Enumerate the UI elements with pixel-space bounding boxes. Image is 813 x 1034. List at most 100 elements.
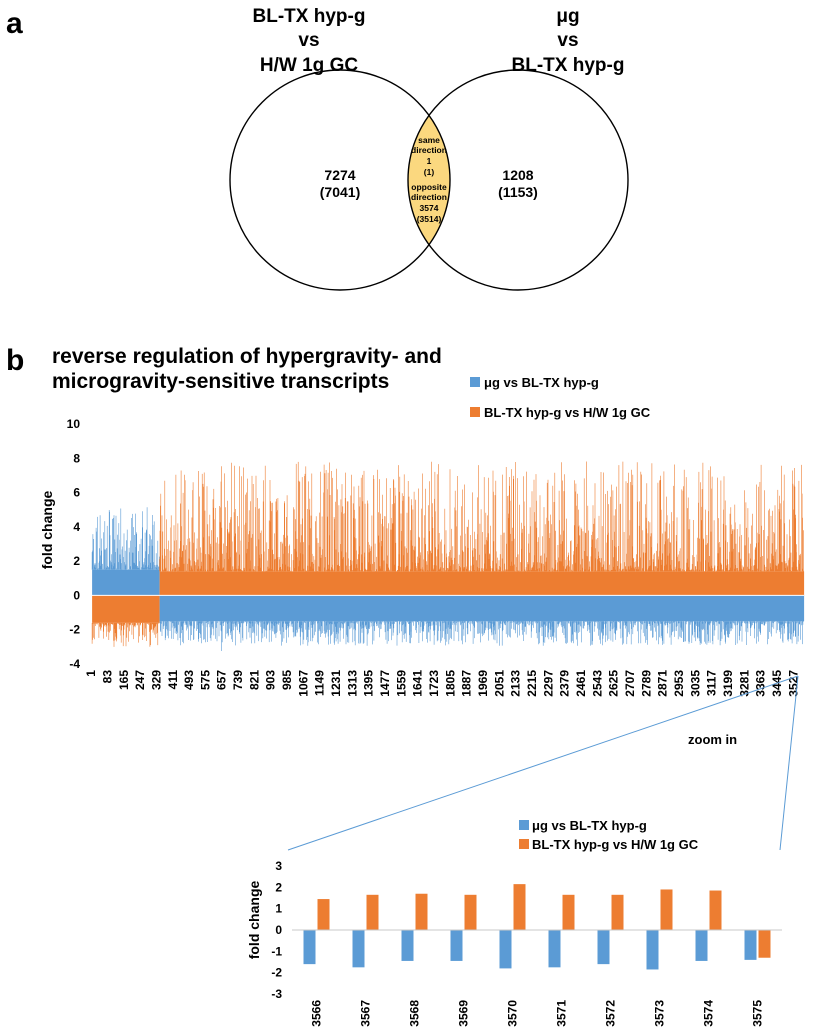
overlap-line-4: (1) — [424, 167, 435, 177]
main-x-tick-label: 3117 — [705, 670, 719, 696]
main-x-tick-label: 575 — [198, 670, 212, 690]
overlap-line-3: 1 — [427, 156, 432, 166]
zoom-chart-bars — [292, 884, 782, 970]
legend-label-ug: μg vs BL-TX hyp-g — [484, 375, 599, 390]
main-y-tick-label: 4 — [73, 520, 80, 534]
main-x-ticks: 1 83 165 247 329 411 493 575 657 739 821 903 985 1067… — [84, 670, 800, 697]
zoom-bar-bltx-3569 — [464, 894, 477, 930]
main-x-tick-label: 83 — [100, 670, 114, 684]
zoom-x-tick-label: 3570 — [506, 1000, 520, 1027]
main-x-tick-label: 1313 — [345, 670, 359, 697]
zoom-bar-bltx-3566 — [317, 899, 330, 930]
segment-1-up-band — [159, 571, 805, 596]
zoom-y-tick-label: 0 — [275, 923, 282, 937]
main-chart-legend: μg vs BL-TX hyp-g BL-TX hyp-g vs H/W 1g … — [470, 375, 651, 420]
main-x-tick-label: 329 — [149, 670, 163, 690]
main-x-tick-label: 2379 — [558, 670, 572, 697]
main-x-tick-label: 821 — [247, 670, 261, 690]
zoom-x-ticks: 3566 3567 3568 3569 3570 3571 3572 3573 3574 3575 — [310, 1000, 765, 1027]
zoom-connector-left — [287, 675, 799, 851]
segment-0-up-band — [92, 569, 160, 596]
zoom-bar-ug-3569 — [450, 930, 463, 961]
main-x-tick-label: 1805 — [443, 670, 457, 697]
segment-0-down-spikes — [91, 622, 160, 647]
zoom-y-axis-label: fold change — [246, 881, 262, 960]
zoom-legend-label-bltx: BL-TX hyp-g vs H/W 1g GC — [532, 837, 699, 852]
main-x-tick-label: 411 — [166, 670, 180, 690]
main-x-tick-label: 1969 — [476, 670, 490, 697]
venn-right-circle — [407, 69, 629, 291]
zoom-x-tick-label: 3572 — [604, 1000, 618, 1027]
main-x-tick-label: 2297 — [541, 670, 555, 697]
main-x-tick-label: 1149 — [313, 670, 327, 696]
venn-right-count-paren: (1153) — [498, 184, 538, 200]
zoom-bar-ug-3575 — [744, 930, 757, 960]
main-x-tick-label: 1 — [84, 670, 98, 677]
zoom-x-tick-label: 3568 — [408, 1000, 422, 1027]
venn-left-title: BL-TX hyp-g vs H/W 1g GC — [253, 6, 366, 76]
zoom-y-tick-label: 3 — [275, 859, 282, 873]
main-chart-bars — [91, 461, 805, 651]
main-x-tick-label: 2215 — [525, 670, 539, 697]
zoom-bar-bltx-3570 — [513, 884, 526, 930]
legend-swatch-ug — [470, 377, 480, 387]
main-x-tick-label: 493 — [182, 670, 196, 690]
main-x-tick-label: 985 — [280, 670, 294, 690]
zoom-y-tick-label: -2 — [271, 966, 282, 980]
zoom-bar-ug-3573 — [646, 930, 659, 970]
main-y-tick-label: 2 — [73, 554, 80, 568]
zoom-y-tick-label: -1 — [271, 944, 282, 958]
zoom-bar-ug-3567 — [352, 930, 365, 968]
main-x-tick-label: 903 — [264, 670, 278, 690]
main-x-tick-label: 2953 — [672, 670, 686, 697]
zoom-x-tick-label: 3567 — [359, 1000, 373, 1027]
venn-overlap-text: same direction 1 (1) opposite direction … — [411, 135, 447, 224]
zoom-bar-bltx-3571 — [562, 894, 575, 930]
main-x-tick-label: 2461 — [574, 670, 588, 697]
main-x-tick-label: 247 — [133, 670, 147, 690]
overlap-line-5: opposite — [411, 182, 447, 192]
main-y-tick-label: 0 — [73, 588, 80, 602]
zoom-bar-ug-3570 — [499, 930, 512, 969]
segment-1-down-spikes — [159, 621, 804, 651]
venn-right-title-line-2: vs — [557, 30, 578, 51]
main-x-tick-label: 165 — [117, 670, 131, 690]
segment-1-down-band — [159, 595, 805, 622]
zoom-x-tick-label: 3566 — [310, 1000, 324, 1027]
main-x-tick-label: 2051 — [492, 670, 506, 697]
main-x-tick-label: 2707 — [623, 670, 637, 697]
main-x-tick-label: 3199 — [721, 670, 735, 697]
main-x-tick-label: 1067 — [296, 670, 310, 697]
zoom-bar-ug-3574 — [695, 930, 708, 961]
panel-a-letter: a — [6, 7, 23, 40]
main-x-tick-label: 3527 — [786, 670, 800, 697]
venn-left-count: 7274 — [324, 167, 355, 183]
venn-right-title: μg vs BL-TX hyp-g — [512, 6, 625, 76]
zoom-bar-ug-3571 — [548, 930, 561, 968]
zoom-bar-ug-3568 — [401, 930, 414, 961]
zoom-bar-bltx-3568 — [415, 893, 428, 930]
zoom-legend-label-ug: μg vs BL-TX hyp-g — [532, 818, 647, 833]
main-x-tick-label: 1887 — [460, 670, 474, 697]
venn-left-title-line-1: BL-TX hyp-g — [253, 6, 366, 27]
zoom-bar-bltx-3572 — [611, 894, 624, 930]
overlap-line-7: 3574 — [420, 203, 439, 213]
zoom-bar-ug-3566 — [303, 930, 316, 965]
zoom-in-label: zoom in — [688, 732, 737, 747]
main-y-tick-label: 6 — [73, 486, 80, 500]
main-x-tick-label: 1395 — [362, 670, 376, 697]
zoom-bar-bltx-3573 — [660, 889, 673, 930]
main-x-tick-label: 3363 — [754, 670, 768, 697]
chart-title-line-2: microgravity-sensitive transcripts — [52, 370, 389, 393]
main-x-tick-label: 2789 — [639, 670, 653, 697]
zoom-y-tick-label: 2 — [275, 880, 282, 894]
zoom-y-tick-label: -3 — [271, 987, 282, 1001]
zoom-x-tick-label: 3571 — [555, 1000, 569, 1027]
main-x-tick-label: 2625 — [607, 670, 621, 697]
main-y-tick-label: 10 — [67, 417, 81, 431]
zoom-x-tick-label: 3575 — [751, 1000, 765, 1027]
overlap-line-2: direction — [411, 145, 447, 155]
main-y-tick-label: -2 — [69, 623, 80, 637]
overlap-line-8: (3514) — [417, 214, 442, 224]
zoom-y-ticks: -3 -2 -1 0 1 2 3 — [271, 859, 282, 1001]
